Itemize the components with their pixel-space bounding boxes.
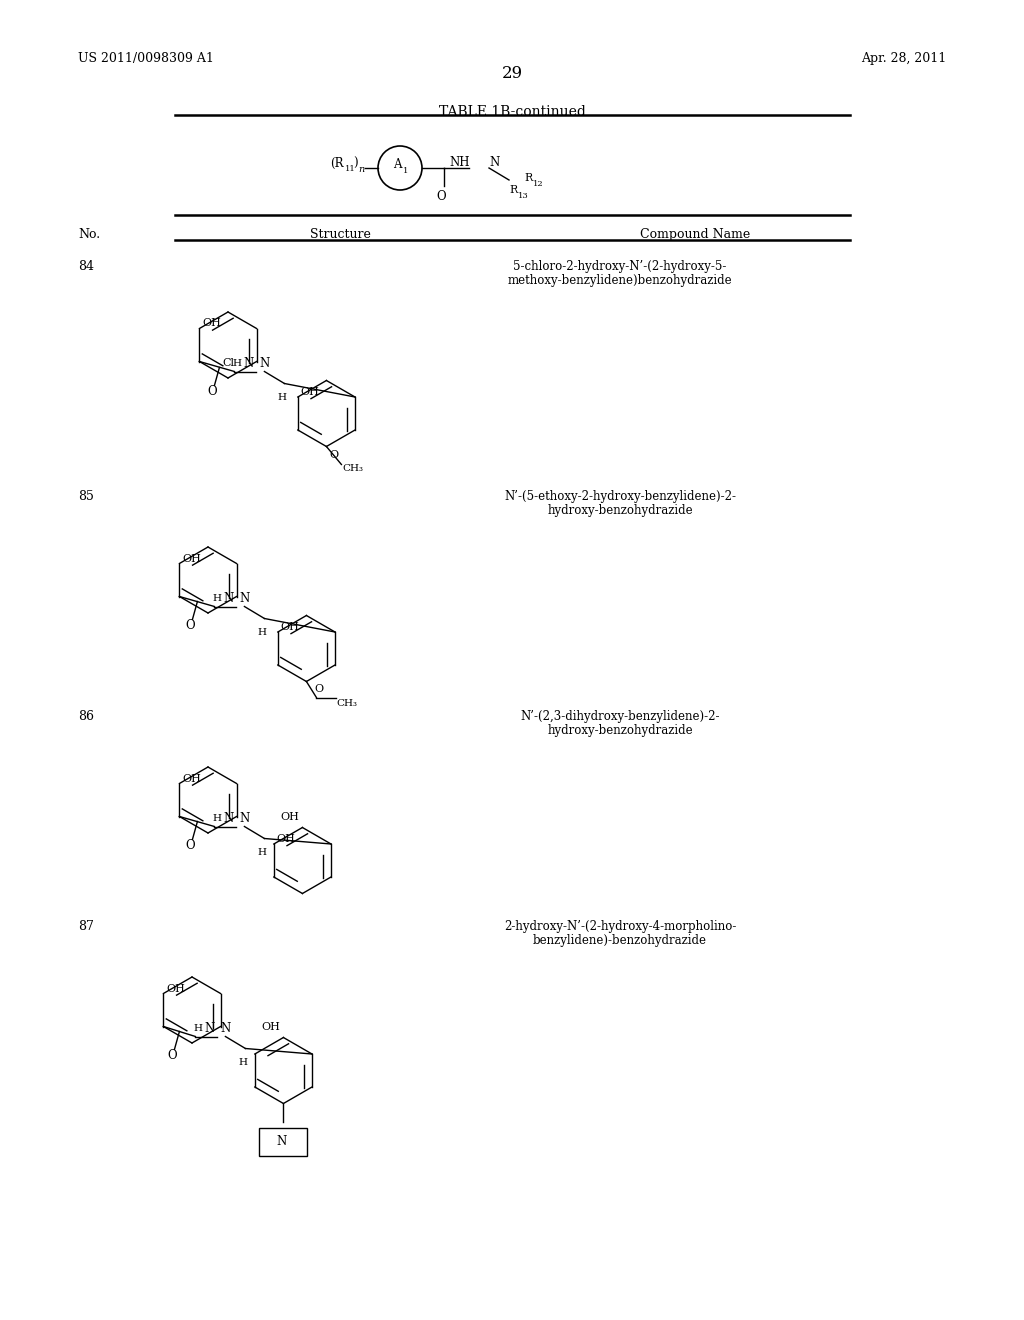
Text: CH₃: CH₃: [337, 700, 357, 708]
Text: O: O: [185, 619, 196, 632]
Text: benzylidene)-benzohydrazide: benzylidene)-benzohydrazide: [534, 935, 707, 946]
Text: N: N: [244, 356, 254, 370]
Text: N’-(2,3-dihydroxy-benzylidene)-2-: N’-(2,3-dihydroxy-benzylidene)-2-: [520, 710, 720, 723]
Text: OH: OH: [301, 387, 319, 397]
Text: 2-hydroxy-N’-(2-hydroxy-4-morpholino-: 2-hydroxy-N’-(2-hydroxy-4-morpholino-: [504, 920, 736, 933]
Text: 11: 11: [345, 165, 355, 173]
Text: n: n: [358, 165, 365, 174]
Text: H: H: [194, 1024, 203, 1034]
Text: US 2011/0098309 A1: US 2011/0098309 A1: [78, 51, 214, 65]
Text: R: R: [509, 185, 517, 195]
Text: O: O: [208, 385, 217, 399]
Text: OH: OH: [281, 622, 300, 632]
Text: OH: OH: [182, 774, 202, 784]
Text: N: N: [259, 356, 269, 370]
Text: O: O: [330, 450, 339, 459]
Text: TABLE 1B-continued: TABLE 1B-continued: [438, 106, 586, 119]
Text: N: N: [205, 1022, 215, 1035]
Text: O: O: [436, 190, 445, 203]
Text: hydroxy-benzohydrazide: hydroxy-benzohydrazide: [547, 504, 693, 517]
Text: H: H: [232, 359, 242, 368]
Text: N: N: [223, 812, 233, 825]
Text: OH: OH: [182, 553, 202, 564]
Text: O: O: [185, 840, 196, 851]
Text: N’-(5-ethoxy-2-hydroxy-benzylidene)-2-: N’-(5-ethoxy-2-hydroxy-benzylidene)-2-: [504, 490, 736, 503]
Text: Compound Name: Compound Name: [640, 228, 751, 242]
Text: Structure: Structure: [310, 228, 371, 242]
Text: H: H: [278, 393, 287, 403]
Text: O: O: [314, 685, 324, 694]
Text: 86: 86: [78, 710, 94, 723]
Text: OH: OH: [261, 1023, 281, 1032]
Text: N: N: [240, 591, 250, 605]
Text: N: N: [276, 1135, 287, 1148]
Text: (R: (R: [330, 157, 343, 169]
Text: 87: 87: [78, 920, 94, 933]
Text: 5-chloro-2-hydroxy-N’-(2-hydroxy-5-: 5-chloro-2-hydroxy-N’-(2-hydroxy-5-: [513, 260, 727, 273]
Text: No.: No.: [78, 228, 100, 242]
Text: N: N: [240, 812, 250, 825]
Text: methoxy-benzylidene)benzohydrazide: methoxy-benzylidene)benzohydrazide: [508, 275, 732, 286]
Text: H: H: [239, 1059, 248, 1067]
Text: Cl: Cl: [222, 359, 234, 368]
Text: 85: 85: [78, 490, 94, 503]
Text: 12: 12: [534, 180, 544, 187]
Text: H: H: [213, 594, 222, 603]
Text: Apr. 28, 2011: Apr. 28, 2011: [861, 51, 946, 65]
Text: H: H: [213, 814, 222, 822]
Text: 29: 29: [502, 65, 522, 82]
Text: hydroxy-benzohydrazide: hydroxy-benzohydrazide: [547, 723, 693, 737]
Text: 1: 1: [403, 168, 409, 176]
Text: R: R: [524, 173, 532, 183]
Text: H: H: [258, 847, 267, 857]
Text: NH: NH: [449, 157, 469, 169]
Bar: [259, 1127, 307, 1155]
Text: H: H: [258, 628, 267, 638]
Text: OH: OH: [167, 983, 185, 994]
Text: 13: 13: [518, 191, 528, 201]
Text: A: A: [393, 158, 401, 172]
Text: N: N: [489, 157, 500, 169]
Text: N: N: [223, 591, 233, 605]
Text: O: O: [168, 1049, 177, 1063]
Text: 84: 84: [78, 260, 94, 273]
Text: ): ): [353, 157, 357, 169]
Text: OH: OH: [203, 318, 221, 329]
Text: N: N: [220, 1022, 230, 1035]
Text: OH: OH: [281, 813, 299, 822]
Text: CH₃: CH₃: [342, 465, 364, 473]
Text: OH: OH: [276, 834, 296, 843]
